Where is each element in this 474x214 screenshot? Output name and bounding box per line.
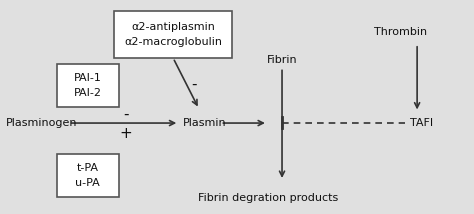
Text: -: - (191, 77, 197, 92)
Text: +: + (119, 126, 132, 141)
Text: α2-antiplasmin
α2-macroglobulin: α2-antiplasmin α2-macroglobulin (124, 22, 222, 47)
FancyBboxPatch shape (57, 154, 118, 197)
Text: t-PA
u-PA: t-PA u-PA (75, 163, 100, 188)
Text: Fibrin degration products: Fibrin degration products (198, 193, 338, 203)
Text: Plasmin: Plasmin (182, 118, 226, 128)
FancyBboxPatch shape (57, 64, 118, 107)
FancyBboxPatch shape (114, 11, 232, 58)
Text: Plasminogen: Plasminogen (6, 118, 78, 128)
Text: TAFI: TAFI (410, 118, 433, 128)
Text: Thrombin: Thrombin (374, 27, 427, 37)
Text: Fibrin: Fibrin (267, 55, 297, 65)
Text: PAI-1
PAI-2: PAI-1 PAI-2 (73, 73, 102, 98)
Text: -: - (123, 107, 128, 122)
